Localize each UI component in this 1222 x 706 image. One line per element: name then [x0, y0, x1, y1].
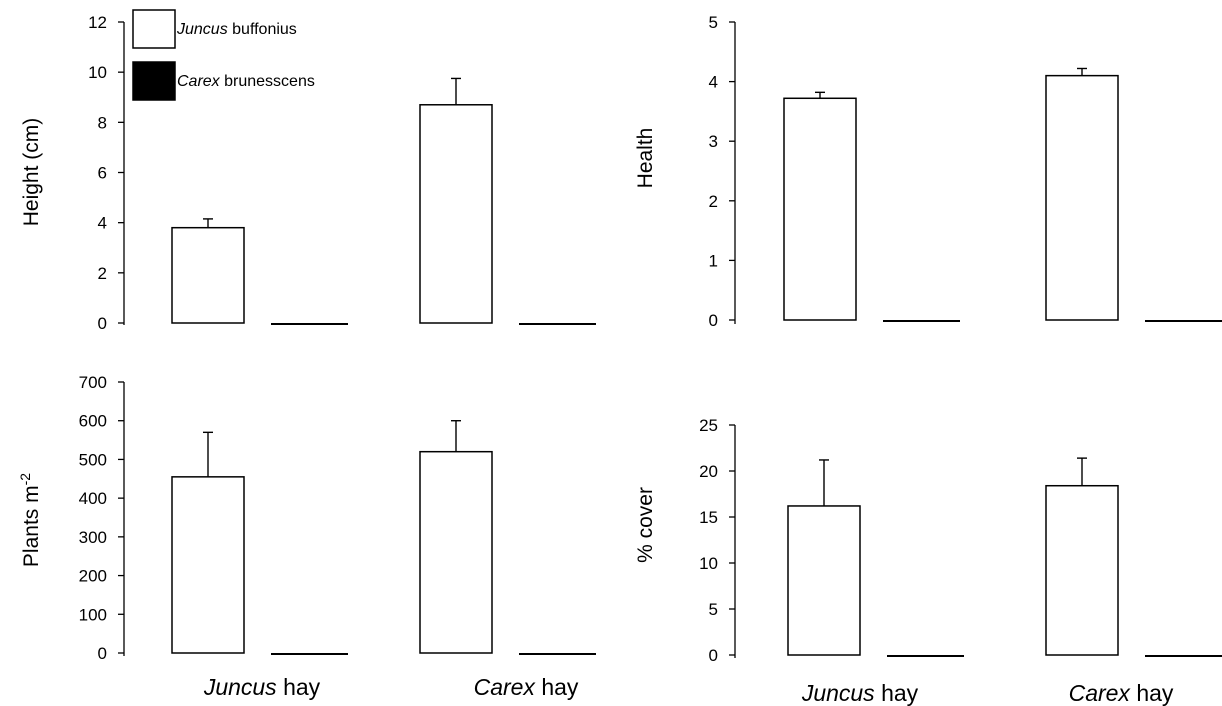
y-axis-label: Height (cm) — [20, 118, 43, 227]
legend-label: Carex brunesscens — [177, 73, 315, 90]
x-category-label: Juncus hay — [203, 674, 321, 700]
x-category-suffix: hay — [277, 674, 321, 700]
y-axis-label: Health — [634, 128, 657, 189]
chart-height: 0 2 4 6 8 10 12 Height (cm) — [20, 13, 596, 333]
y-tick-label: 0 — [98, 644, 107, 663]
x-category-label: Juncus hay — [801, 680, 919, 706]
y-tick-label: 25 — [699, 416, 718, 435]
legend-swatch — [132, 61, 176, 101]
x-category-genus: Juncus — [801, 680, 875, 706]
bar — [1045, 74, 1119, 321]
x-category-label: Carex hay — [474, 674, 579, 700]
legend-genus: Juncus — [176, 21, 228, 38]
bar — [419, 104, 493, 324]
bar — [171, 226, 245, 324]
bar — [419, 450, 493, 654]
legend-label: Juncus buffonius — [176, 21, 297, 38]
y-tick-label: 2 — [709, 192, 718, 211]
y-tick-label: 6 — [98, 164, 107, 183]
y-tick-label: 8 — [98, 113, 107, 132]
y-tick-label: 0 — [98, 314, 107, 333]
y-axis-label: Plants m-2 — [17, 473, 43, 567]
y-tick-label: 500 — [79, 450, 107, 469]
y-tick-label: 20 — [699, 462, 718, 481]
y-tick-label: 10 — [699, 554, 718, 573]
x-category-suffix: hay — [1130, 680, 1174, 706]
y-axis-label: % cover — [634, 487, 657, 563]
x-category-genus: Carex — [474, 674, 537, 700]
y-tick-label: 3 — [709, 132, 718, 151]
y-tick-label: 1 — [709, 251, 718, 270]
x-category-genus: Juncus — [203, 674, 277, 700]
y-tick-label: 10 — [88, 63, 107, 82]
y-tick-label: 0 — [709, 646, 718, 665]
y-tick-label: 4 — [709, 73, 718, 92]
legend-genus: Carex — [177, 73, 221, 90]
y-tick-label: 5 — [709, 13, 718, 32]
x-category-genus: Carex — [1069, 680, 1132, 706]
y-tick-label: 5 — [709, 600, 718, 619]
y-tick-label: 2 — [98, 264, 107, 283]
x-category-label: Carex hay — [1069, 680, 1174, 706]
y-tick-label: 100 — [79, 605, 107, 624]
y-tick-label: 4 — [98, 214, 107, 233]
y-tick-label: 400 — [79, 489, 107, 508]
chart-health: 0 1 2 3 4 5 Health — [634, 13, 1222, 330]
bar — [171, 476, 245, 654]
y-tick-label: 700 — [79, 373, 107, 392]
legend-swatch — [132, 9, 176, 49]
y-tick-label: 300 — [79, 528, 107, 547]
y-tick-label: 200 — [79, 567, 107, 586]
y-tick-label: 15 — [699, 508, 718, 527]
x-category-suffix: hay — [535, 674, 579, 700]
legend-species: brunesscens — [220, 73, 315, 90]
y-axis-label-superscript: -2 — [17, 473, 33, 486]
chart-cover: 0 5 10 15 20 25 % cover — [634, 416, 1222, 665]
bar — [787, 505, 861, 656]
y-tick-label: 12 — [88, 13, 107, 32]
y-tick-label: 600 — [79, 412, 107, 431]
chart-plants: 0 100 200 300 400 500 600 700 Plants m-2 — [17, 373, 596, 663]
legend-species: buffonius — [228, 21, 297, 38]
bar — [1045, 484, 1119, 656]
x-category-suffix: hay — [875, 680, 919, 706]
legend: Juncus buffonius Carex brunesscens — [132, 9, 315, 101]
y-tick-label: 0 — [709, 311, 718, 330]
bar — [783, 97, 857, 321]
